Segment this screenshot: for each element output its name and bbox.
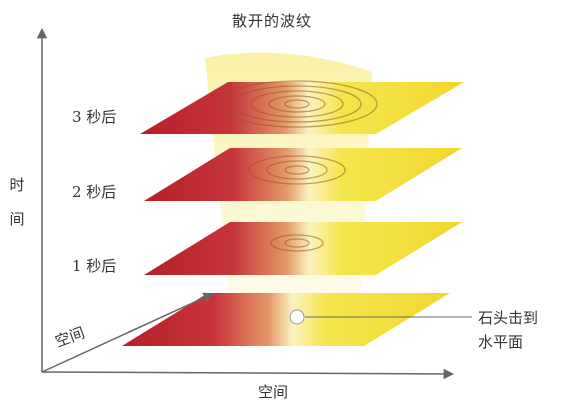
plane-1-second [144, 222, 462, 275]
stone-impact-point [289, 309, 305, 325]
space-x-axis [41, 368, 455, 380]
layer-label-3-seconds: 3 秒后 [72, 108, 117, 126]
layer-label-2-seconds: 2 秒后 [72, 183, 117, 201]
layer-label-1-second: 1 秒后 [72, 257, 117, 275]
stone-impact-callout: 石头击到 水平面 [478, 306, 558, 354]
callout-line-1: 石头击到 [478, 309, 539, 327]
axes [36, 27, 455, 380]
plane-impact [122, 293, 450, 346]
space-depth-axis [41, 292, 214, 373]
diagram-title: 散开的波纹 [232, 12, 313, 30]
ripple-rings-3s [216, 80, 378, 128]
time-axis-label: 时间 [9, 176, 25, 228]
space-x-axis-label: 空间 [258, 383, 289, 401]
callout-line-2: 水平面 [478, 333, 524, 351]
ripple-rings-1s [270, 234, 324, 252]
ripple-rings-2s [248, 155, 346, 185]
plane-3-seconds [140, 80, 464, 134]
plane-2-seconds [144, 148, 462, 201]
